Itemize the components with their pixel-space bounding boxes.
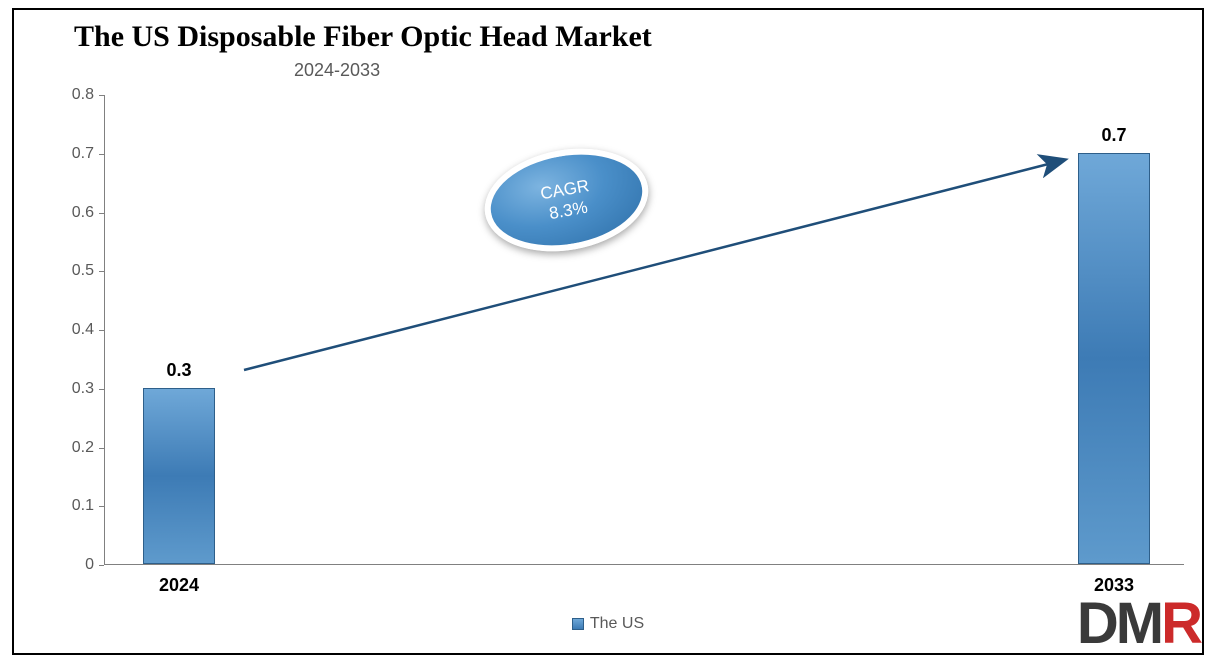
y-tick-mark bbox=[99, 506, 104, 507]
y-tick-mark bbox=[99, 389, 104, 390]
y-tick-label: 0.8 bbox=[14, 86, 94, 104]
legend: The US bbox=[14, 615, 1202, 633]
legend-swatch bbox=[572, 618, 584, 630]
y-tick-label: 0.5 bbox=[14, 262, 94, 280]
y-tick-mark bbox=[99, 95, 104, 96]
bar bbox=[143, 388, 215, 564]
logo-letter-r: R bbox=[1161, 591, 1200, 656]
bar-data-label: 0.7 bbox=[1101, 125, 1126, 146]
y-tick-mark bbox=[99, 448, 104, 449]
y-tick-mark bbox=[99, 330, 104, 331]
x-category-label: 2024 bbox=[159, 575, 199, 596]
y-tick-label: 0.7 bbox=[14, 145, 94, 163]
trend-arrow bbox=[104, 95, 1184, 565]
logo-letter-d: D bbox=[1077, 591, 1116, 656]
y-tick-label: 0.3 bbox=[14, 380, 94, 398]
logo-letter-m: M bbox=[1116, 591, 1161, 656]
y-axis-line bbox=[104, 95, 105, 565]
y-tick-label: 0.1 bbox=[14, 497, 94, 515]
chart-subtitle: 2024-2033 bbox=[294, 60, 380, 81]
y-tick-mark bbox=[99, 213, 104, 214]
y-tick-label: 0.2 bbox=[14, 439, 94, 457]
chart-frame: The US Disposable Fiber Optic Head Marke… bbox=[12, 8, 1204, 655]
x-axis-line bbox=[104, 564, 1184, 565]
bar-data-label: 0.3 bbox=[166, 360, 191, 381]
y-tick-mark bbox=[99, 154, 104, 155]
y-tick-mark bbox=[99, 565, 104, 566]
chart-title: The US Disposable Fiber Optic Head Marke… bbox=[74, 20, 652, 54]
plot-area: 00.10.20.30.40.50.60.70.8 0.30.7 CAGR 8.… bbox=[104, 95, 1184, 565]
y-tick-label: 0 bbox=[14, 556, 94, 574]
y-tick-label: 0.4 bbox=[14, 321, 94, 339]
dmr-logo: DMR bbox=[1077, 595, 1200, 653]
legend-label: The US bbox=[590, 615, 644, 632]
y-tick-mark bbox=[99, 271, 104, 272]
cagr-badge: CAGR 8.3% bbox=[477, 136, 657, 263]
bar bbox=[1078, 153, 1150, 564]
y-tick-label: 0.6 bbox=[14, 204, 94, 222]
